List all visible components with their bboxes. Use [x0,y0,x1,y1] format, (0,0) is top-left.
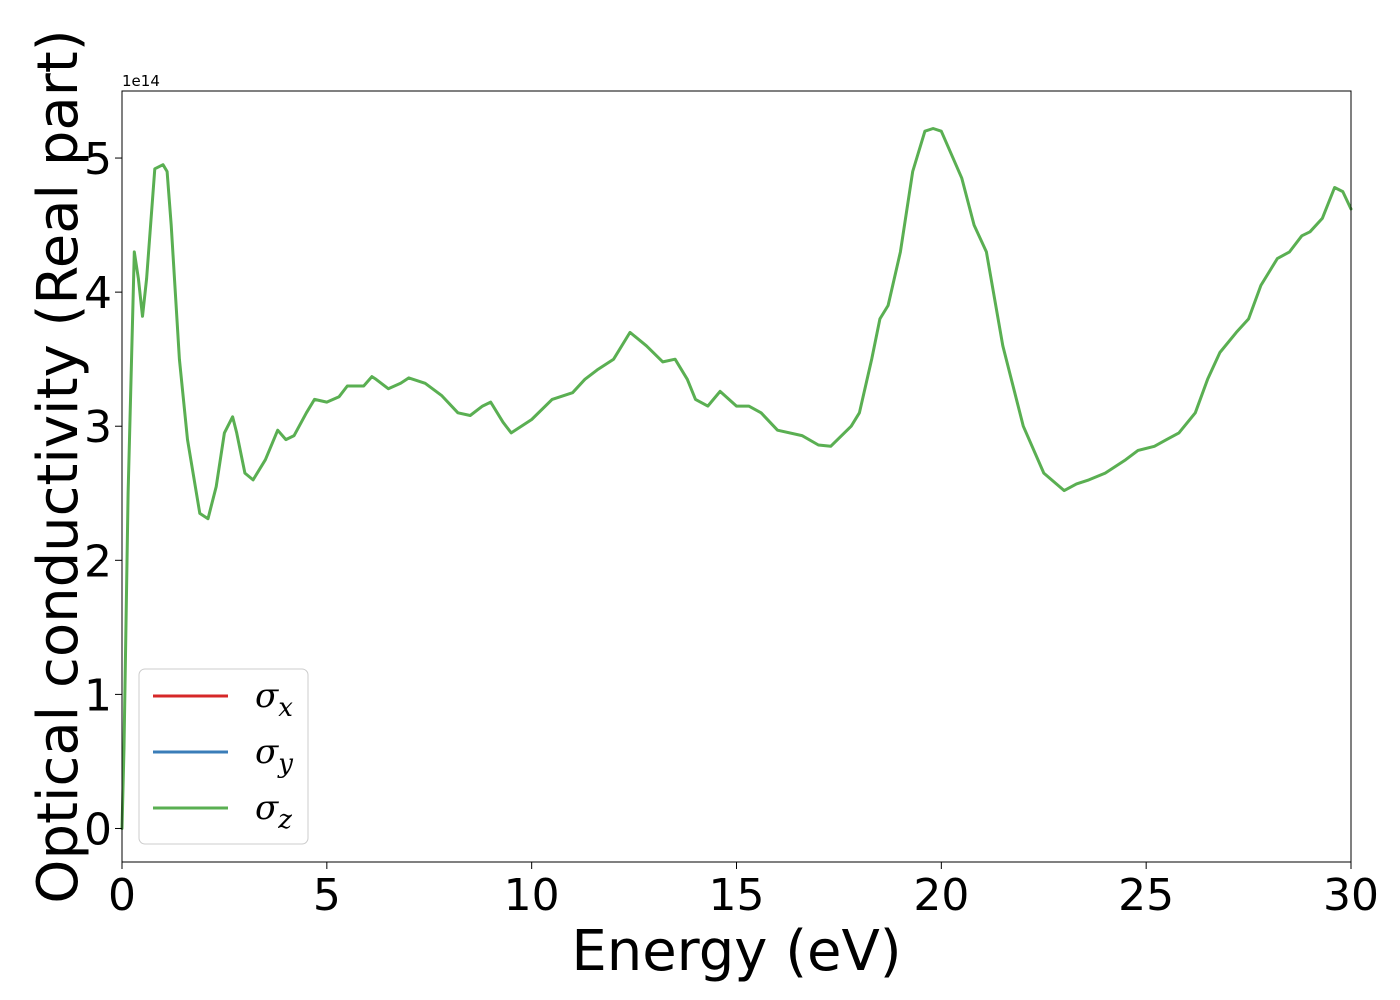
x-tick-label: 0 [108,870,136,921]
x-axis-ticks: 0 5 10 15 20 25 30 [108,862,1379,921]
legend: σx σy σz [138,668,309,845]
y-axis-ticks: 0 1 2 3 4 5 [84,134,122,855]
y-tick-label: 4 [84,268,112,319]
legend-label-1: σy [255,732,293,779]
x-tick-label: 20 [913,870,969,921]
x-axis-label: Energy (eV) [571,919,901,984]
y-tick-label: 0 [84,804,112,855]
y-axis-offset-text: 1e14 [122,72,160,90]
legend-label-0: σx [255,676,293,723]
x-tick-label: 5 [313,870,341,921]
series-layer [120,127,1353,830]
y-tick-label: 3 [84,402,112,453]
y-axis-label: Optical conductivity (Real part) [26,29,91,903]
x-tick-label: 30 [1323,870,1379,921]
x-tick-label: 15 [709,870,765,921]
x-tick-label: 25 [1118,870,1174,921]
y-tick-label: 2 [84,536,112,587]
x-tick-label: 10 [504,870,560,921]
legend-box [138,668,309,845]
y-tick-label: 1 [84,670,112,721]
series-line-2 [120,127,1353,830]
y-tick-label: 5 [84,134,112,185]
legend-label-2: σz [255,788,292,835]
